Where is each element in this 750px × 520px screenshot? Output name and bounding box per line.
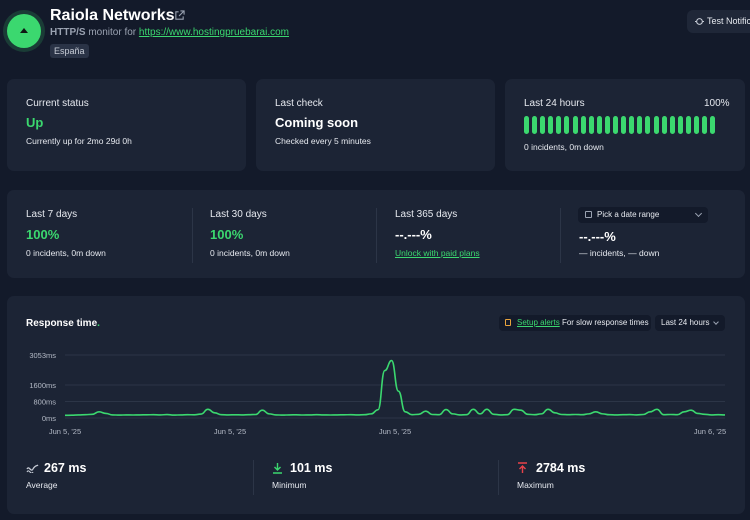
unlock-paid-plans-link[interactable]: Unlock with paid plans [395,248,480,258]
current-status-label: Current status [26,98,89,109]
uptime-bar [669,116,675,134]
uptime-bar [572,116,578,134]
monitor-title: Raiola Networks [50,7,175,24]
minimum-label: Minimum [272,480,307,490]
average-value: 267 ms [44,461,87,475]
divider [253,460,254,495]
test-notification-icon [695,18,704,25]
maximum-icon [518,462,527,473]
last-365-label: Last 365 days [395,209,458,220]
title-dot: . [97,318,100,329]
average-label: Average [26,480,58,490]
uptime-bar [653,116,659,134]
chevron-down-icon [713,319,719,325]
last-7-detail: 0 incidents, 0m down [26,248,106,258]
uptime-bar [580,116,586,134]
uptime-bar [588,116,594,134]
divider [560,208,561,263]
calendar-icon [585,211,592,218]
status-up-icon [7,14,41,48]
last-30-label: Last 30 days [210,209,267,220]
last-24h-label: Last 24 hours [524,98,585,109]
response-range-label: Last 24 hours [661,318,710,327]
uptime-bar [661,116,667,134]
divider [498,460,499,495]
test-notification-button[interactable]: Test Notific [687,10,750,33]
last-7-value: 100% [26,227,60,242]
lock-icon [505,319,511,326]
minimum-icon [273,463,282,474]
uptime-bar [532,116,538,134]
uptime-bar [677,116,683,134]
uptime-bars [524,116,716,134]
uptime-bar [596,116,602,134]
maximum-value: 2784 ms [536,461,586,475]
external-link-icon[interactable] [174,10,185,21]
chevron-down-icon [694,209,703,218]
divider [192,208,193,263]
last-check-value: Coming soon [275,115,359,130]
current-status-value: Up [26,115,44,130]
response-time-title: Response time. [26,318,100,329]
uptime-bar [702,116,708,134]
custom-range-value: --.---% [579,229,616,244]
maximum-label: Maximum [517,480,554,490]
divider [376,208,377,263]
average-icon [26,464,39,473]
uptime-bar [548,116,554,134]
uptime-bar [693,116,699,134]
last-check-detail: Checked every 5 minutes [275,136,371,146]
monitor-subtitle: HTTP/S monitor for https://www.hostingpr… [50,27,289,38]
test-notification-label: Test Notific [707,16,750,26]
protocol-label: HTTP/S [50,27,86,38]
uptime-bar [604,116,610,134]
setup-alerts-link[interactable]: Setup alerts [517,318,560,327]
last-check-label: Last check [275,98,323,109]
alerts-suffix: For slow response times [561,318,649,327]
response-time-title-text: Response time [26,318,98,329]
last-check-card: Last check Coming soon Checked every 5 m… [256,79,495,171]
uptime-bar [685,116,691,134]
last-365-value: --.---% [395,227,432,242]
uptime-bar [645,116,651,134]
response-range-select[interactable]: Last 24 hours [655,315,725,331]
last-24h-percent: 100% [704,98,730,109]
uptime-bar [710,116,716,134]
uptime-bar [524,116,529,134]
uptime-bar [637,116,643,134]
current-status-detail: Currently up for 2mo 29d 0h [26,136,132,146]
setup-alerts-box: Setup alerts For slow response times [499,315,651,331]
last-7-label: Last 7 days [26,209,78,220]
date-range-picker[interactable]: Pick a date range [578,207,708,223]
date-range-picker-label: Pick a date range [597,210,660,219]
uptime-bar [556,116,562,134]
uptime-bar [613,116,619,134]
uptime-bar [621,116,627,134]
last-30-detail: 0 incidents, 0m down [210,248,290,258]
minimum-value: 101 ms [290,461,333,475]
last-30-value: 100% [210,227,244,242]
region-badge: España [50,44,89,58]
last-24h-detail: 0 incidents, 0m down [524,142,604,152]
uptime-bar [564,116,570,134]
custom-range-detail: — incidents, — down [579,248,660,258]
uptime-bar [629,116,635,134]
monitor-url-link[interactable]: https://www.hostingpruebarai.com [138,27,289,38]
current-status-card: Current status Up Currently up for 2mo 2… [7,79,246,171]
monitor-for-text: monitor for [88,27,137,38]
uptime-bar [540,116,546,134]
